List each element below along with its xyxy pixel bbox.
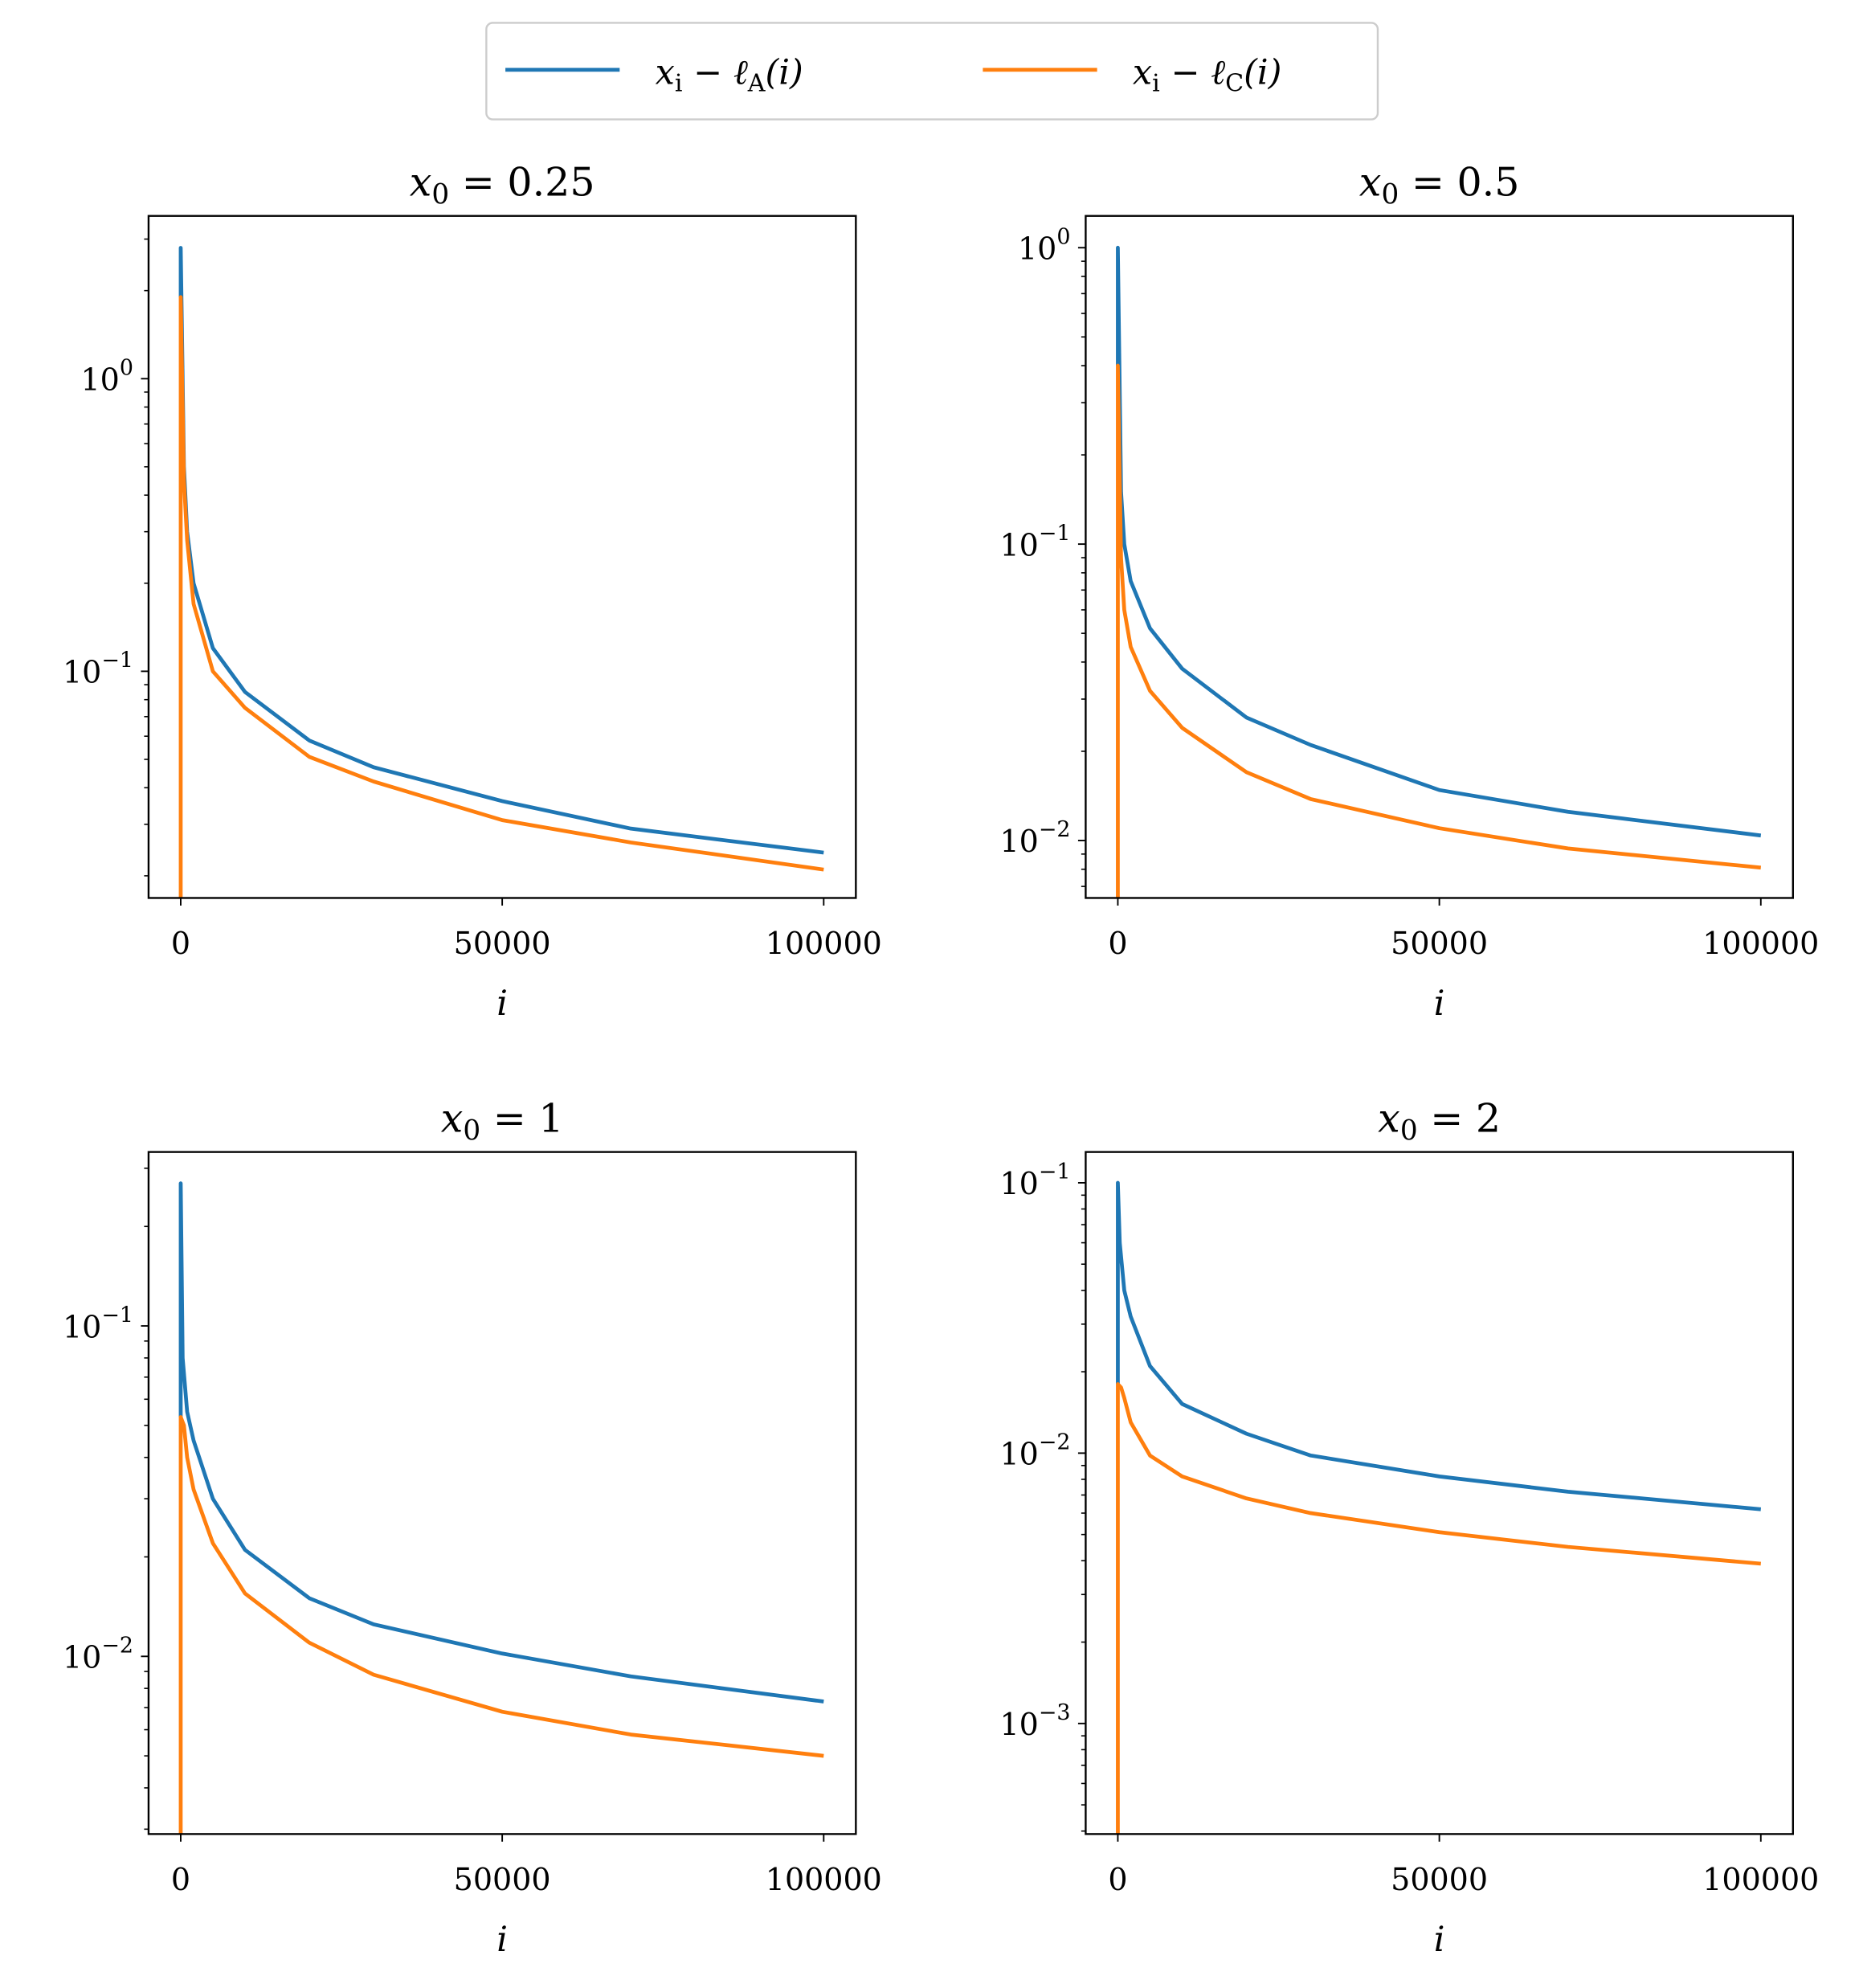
text-segment: (i): [765, 52, 803, 92]
subplot-title: x0 = 0.25: [410, 159, 595, 211]
tick-exponent: −1: [1039, 1160, 1071, 1184]
x-tick-label: 100000: [766, 926, 882, 961]
tick-base: 10: [1018, 231, 1056, 266]
y-tick-label: 100: [81, 356, 133, 398]
x-tick-label: 100000: [1702, 926, 1819, 961]
tick-exponent: −1: [101, 1303, 133, 1327]
axes-frame: [1085, 1151, 1794, 1835]
text-segment: = 0.5: [1399, 159, 1519, 205]
x-axis-label: i: [496, 1920, 508, 1960]
tick-base: 10: [63, 1640, 101, 1675]
series-line-c: [1116, 363, 1762, 898]
tick-base: 10: [63, 1309, 101, 1344]
axes-frame: [147, 215, 857, 899]
subscript: 0: [1381, 179, 1399, 211]
subscript: i: [675, 69, 683, 97]
y-tick-label: 100: [1018, 225, 1070, 267]
tick-base: 10: [999, 1707, 1038, 1742]
y-tick-label: 10−1: [63, 1303, 133, 1344]
tick-base: 10: [999, 824, 1038, 859]
tick-base: 10: [63, 655, 101, 690]
y-tick-label: 10−3: [999, 1700, 1070, 1742]
subscript: 0: [431, 179, 449, 211]
tick-base: 10: [999, 1166, 1038, 1201]
legend-frame: [485, 22, 1379, 121]
legend-entry: xi − ℓC(i): [983, 52, 1281, 97]
x-tick-label: 50000: [1391, 1862, 1488, 1897]
tick-exponent: 0: [1056, 225, 1070, 250]
y-tick-label: 10−1: [999, 521, 1070, 562]
legend: xi − ℓA(i) xi − ℓC(i): [485, 22, 1379, 121]
x-axis-label: i: [496, 984, 508, 1024]
tick-exponent: −1: [101, 648, 133, 673]
x-tick-label: 0: [171, 1862, 190, 1897]
tick-base: 10: [999, 1437, 1038, 1472]
legend-entry: xi − ℓA(i): [505, 52, 803, 97]
axes-frame: [147, 1151, 857, 1835]
tick-exponent: 0: [120, 356, 133, 381]
x-tick-label: 100000: [1702, 1862, 1819, 1897]
text-segment: x: [410, 159, 432, 205]
x-tick-label: 50000: [454, 1862, 551, 1897]
text-segment: − ℓ: [1160, 52, 1225, 92]
tick-exponent: −1: [1039, 521, 1071, 546]
legend-label: xi − ℓC(i): [1133, 52, 1282, 97]
subscript: i: [1152, 69, 1160, 97]
subplot-title: x0 = 1: [441, 1095, 564, 1147]
axes-frame: [1085, 215, 1794, 899]
text-segment: − ℓ: [682, 52, 747, 92]
text-segment: x: [656, 52, 675, 92]
x-tick-label: 0: [1108, 926, 1127, 961]
series-line-c: [178, 295, 824, 898]
y-tick-label: 10−2: [63, 1634, 133, 1675]
series-line-a: [1116, 245, 1762, 838]
text-segment: = 2: [1418, 1095, 1501, 1141]
y-tick-label: 10−2: [999, 1430, 1070, 1472]
legend-label: xi − ℓA(i): [656, 52, 803, 97]
series-line-a: [178, 246, 824, 855]
subplot-title: x0 = 2: [1378, 1095, 1501, 1147]
text-segment: x: [1359, 159, 1382, 205]
x-tick-label: 0: [171, 926, 190, 961]
text-segment: x: [1378, 1095, 1400, 1141]
series-line-a: [178, 1181, 824, 1704]
tick-exponent: −2: [1039, 817, 1071, 842]
x-tick-label: 50000: [454, 926, 551, 961]
subscript: 0: [1400, 1115, 1418, 1147]
text-segment: (i): [1244, 52, 1281, 92]
x-tick-label: 100000: [766, 1862, 882, 1897]
subscript: C: [1225, 69, 1244, 97]
x-tick-label: 50000: [1391, 926, 1488, 961]
tick-exponent: −2: [101, 1634, 133, 1659]
x-tick-label: 0: [1108, 1862, 1127, 1897]
text-segment: x: [1133, 52, 1152, 92]
y-tick-label: 10−1: [63, 648, 133, 690]
series-line-c: [1116, 1382, 1761, 1835]
x-axis-label: i: [1434, 984, 1445, 1024]
y-tick-label: 10−2: [999, 817, 1070, 859]
tick-exponent: −2: [1039, 1430, 1071, 1455]
x-axis-label: i: [1434, 1920, 1445, 1960]
subscript: 0: [463, 1115, 480, 1147]
subscript: A: [747, 69, 766, 97]
subplot-title: x0 = 0.5: [1359, 159, 1520, 211]
series-line-c: [178, 1415, 824, 1835]
y-tick-label: 10−1: [999, 1160, 1070, 1201]
text-segment: x: [441, 1095, 464, 1141]
tick-base: 10: [81, 362, 120, 397]
series-line-a: [1116, 1180, 1762, 1511]
text-segment: = 1: [480, 1095, 563, 1141]
tick-base: 10: [999, 527, 1038, 562]
text-segment: = 0.25: [449, 159, 594, 205]
tick-exponent: −3: [1039, 1700, 1071, 1725]
